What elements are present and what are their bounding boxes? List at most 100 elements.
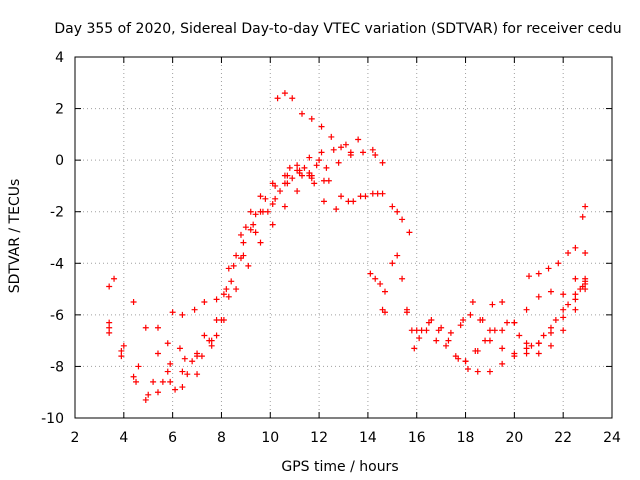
data-point <box>345 198 352 205</box>
data-point <box>516 332 523 339</box>
data-point <box>545 265 552 272</box>
data-point <box>486 337 493 344</box>
y-tick-label: -2 <box>50 205 64 221</box>
data-point <box>208 342 215 349</box>
series-s18 <box>526 244 589 280</box>
x-axis-label: GPS time / hours <box>281 459 398 475</box>
data-point <box>106 283 113 290</box>
data-point <box>582 286 589 293</box>
data-point <box>252 211 259 218</box>
data-point <box>372 275 379 282</box>
data-point <box>338 193 345 200</box>
data-point <box>172 386 179 393</box>
data-point <box>499 360 506 367</box>
data-point <box>281 90 288 97</box>
data-point <box>367 270 374 277</box>
data-point <box>159 378 166 385</box>
data-point <box>330 146 337 153</box>
data-point <box>269 200 276 207</box>
x-tick-label: 8 <box>217 430 226 446</box>
data-point <box>560 291 567 298</box>
data-point <box>120 342 127 349</box>
data-point <box>469 298 476 305</box>
data-point <box>311 180 318 187</box>
data-point <box>372 151 379 158</box>
data-point <box>526 273 533 280</box>
data-point <box>169 309 176 316</box>
data-point <box>443 342 450 349</box>
y-tick-label: 4 <box>55 50 64 66</box>
data-point <box>306 170 313 177</box>
data-point <box>389 203 396 210</box>
x-tick-label: 24 <box>603 430 621 446</box>
data-point <box>201 332 208 339</box>
data-point <box>245 262 252 269</box>
data-point <box>286 164 293 171</box>
data-point <box>308 115 315 122</box>
data-point <box>154 389 161 396</box>
data-point <box>357 193 364 200</box>
data-point <box>135 363 142 370</box>
data-point <box>572 296 579 303</box>
data-point <box>423 327 430 334</box>
data-point <box>479 317 486 324</box>
data-point <box>106 319 113 326</box>
y-tick-label: -10 <box>41 411 64 427</box>
series-s2 <box>106 136 386 398</box>
data-point <box>206 337 213 344</box>
data-point <box>565 249 572 256</box>
data-point <box>547 324 554 331</box>
data-point <box>233 252 240 259</box>
x-tick-label: 18 <box>457 430 475 446</box>
data-point <box>547 329 554 336</box>
series-s5 <box>154 170 386 365</box>
data-point <box>318 123 325 130</box>
series-s1 <box>106 167 327 403</box>
data-point <box>269 180 276 187</box>
data-point <box>338 144 345 151</box>
y-tick-label: 0 <box>55 153 64 169</box>
data-point <box>342 141 349 148</box>
data-point <box>428 317 435 324</box>
data-point <box>184 371 191 378</box>
data-point <box>499 345 506 352</box>
data-point <box>572 275 579 282</box>
data-point <box>462 358 469 365</box>
data-point <box>164 340 171 347</box>
data-point <box>111 275 118 282</box>
data-point <box>399 216 406 223</box>
y-tick-label: 2 <box>55 102 64 118</box>
data-point <box>213 296 220 303</box>
data-point <box>154 324 161 331</box>
data-point <box>294 162 301 169</box>
data-point <box>535 340 542 347</box>
data-point <box>560 306 567 313</box>
data-point <box>486 368 493 375</box>
data-point <box>130 373 137 380</box>
data-point <box>257 208 264 215</box>
data-point <box>579 213 586 220</box>
data-point <box>299 172 306 179</box>
data-point <box>318 149 325 156</box>
series-s16 <box>460 286 589 357</box>
data-point <box>489 301 496 308</box>
data-point <box>491 327 498 334</box>
data-point <box>565 301 572 308</box>
data-point <box>228 278 235 285</box>
data-point <box>499 298 506 305</box>
data-point <box>379 159 386 166</box>
data-point <box>230 262 237 269</box>
data-point <box>225 265 232 272</box>
data-point <box>411 345 418 352</box>
data-point <box>379 190 386 197</box>
x-tick-label: 20 <box>505 430 523 446</box>
series-s6 <box>169 162 313 318</box>
data-point <box>252 229 259 236</box>
data-point <box>213 332 220 339</box>
data-point <box>381 309 388 316</box>
data-point <box>257 193 264 200</box>
series-s7 <box>274 90 354 156</box>
series-s3 <box>106 157 323 391</box>
data-point <box>306 154 313 161</box>
grid <box>75 57 612 418</box>
